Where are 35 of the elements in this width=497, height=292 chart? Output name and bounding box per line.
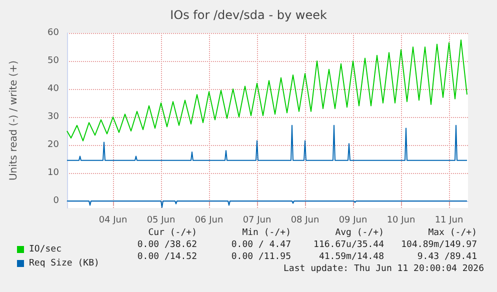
legend-label: IO/sec: [29, 244, 62, 254]
text: 0.00 / 4.47: [231, 240, 291, 250]
text: 41.59m/14.48: [318, 252, 384, 262]
x-tick-label: 04 Jun: [98, 216, 128, 226]
line-series: [66, 40, 468, 142]
legend-label: Req Size (KB): [29, 258, 100, 268]
text: Last update: Thu Jun 11 20:00:04 2026: [284, 264, 484, 274]
text: 9.43 /89.41: [417, 252, 477, 262]
line-series: [66, 124, 468, 161]
y-tick-label: 40: [48, 84, 60, 94]
y-tick-label: 60: [48, 28, 60, 38]
text: 0.00 /11.95: [231, 252, 291, 262]
line-series: [66, 200, 468, 208]
y-tick-label: 0: [53, 196, 60, 206]
y-tick-label: 30: [48, 112, 60, 122]
x-tick-label: 06 Jun: [194, 216, 224, 226]
text: Cur (-/+): [148, 228, 197, 238]
y-tick-label: 50: [48, 56, 60, 66]
x-tick-label: 07 Jun: [242, 216, 272, 226]
y-axis-title: Units read (-) / write (+): [8, 60, 20, 181]
x-tick-label: 10 Jun: [386, 216, 416, 226]
text: Min (-/+): [242, 228, 291, 238]
x-tick-label: 11 Jun: [434, 216, 464, 226]
y-tick-label: 10: [48, 168, 60, 178]
chart-title: IOs for /dev/sda - by week: [170, 8, 327, 22]
y-tick-label: 20: [48, 140, 60, 150]
text: 116.67u/35.44: [314, 240, 384, 250]
text: Max (-/+): [428, 228, 477, 238]
text: 104.89m/149.97: [401, 240, 477, 250]
x-tick-label: 08 Jun: [290, 216, 320, 226]
text: Avg (-/+): [335, 228, 384, 238]
x-tick-label: 05 Jun: [146, 216, 176, 226]
text: 0.00 /38.62: [137, 240, 197, 250]
text: 0.00 /14.52: [137, 252, 197, 262]
x-tick-label: 09 Jun: [338, 216, 368, 226]
